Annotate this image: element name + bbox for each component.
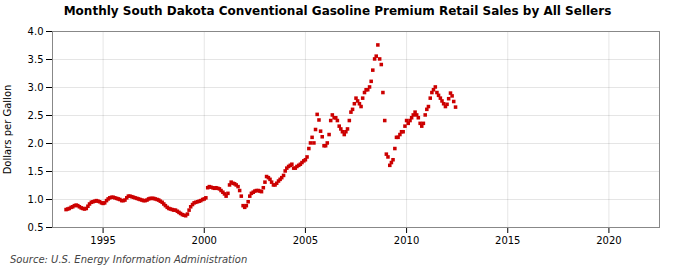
svg-text:3.0: 3.0 <box>28 82 44 93</box>
svg-text:2010: 2010 <box>394 235 419 246</box>
svg-text:2.0: 2.0 <box>28 138 44 149</box>
svg-text:2015: 2015 <box>495 235 520 246</box>
svg-text:1.5: 1.5 <box>28 166 44 177</box>
html-text:Source: U.S. Energy Informatio: Source: U.S. Energy Information Administ… <box>10 254 248 265</box>
svg-text:4.0: 4.0 <box>28 26 44 37</box>
svg-text:2000: 2000 <box>192 235 217 246</box>
svg-text:2005: 2005 <box>293 235 318 246</box>
svg-text:2.5: 2.5 <box>28 110 44 121</box>
svg-text:3.5: 3.5 <box>28 54 44 65</box>
svg-text:1.0: 1.0 <box>28 194 44 205</box>
html-text:Monthly South Dakota Conventio: Monthly South Dakota Conventional Gasoli… <box>63 4 612 18</box>
svg-text:Dollars per Gallon: Dollars per Gallon <box>2 85 13 175</box>
svg-text:2020: 2020 <box>596 235 621 246</box>
svg-text:1995: 1995 <box>90 235 115 246</box>
svg-text:0.5: 0.5 <box>28 222 44 233</box>
